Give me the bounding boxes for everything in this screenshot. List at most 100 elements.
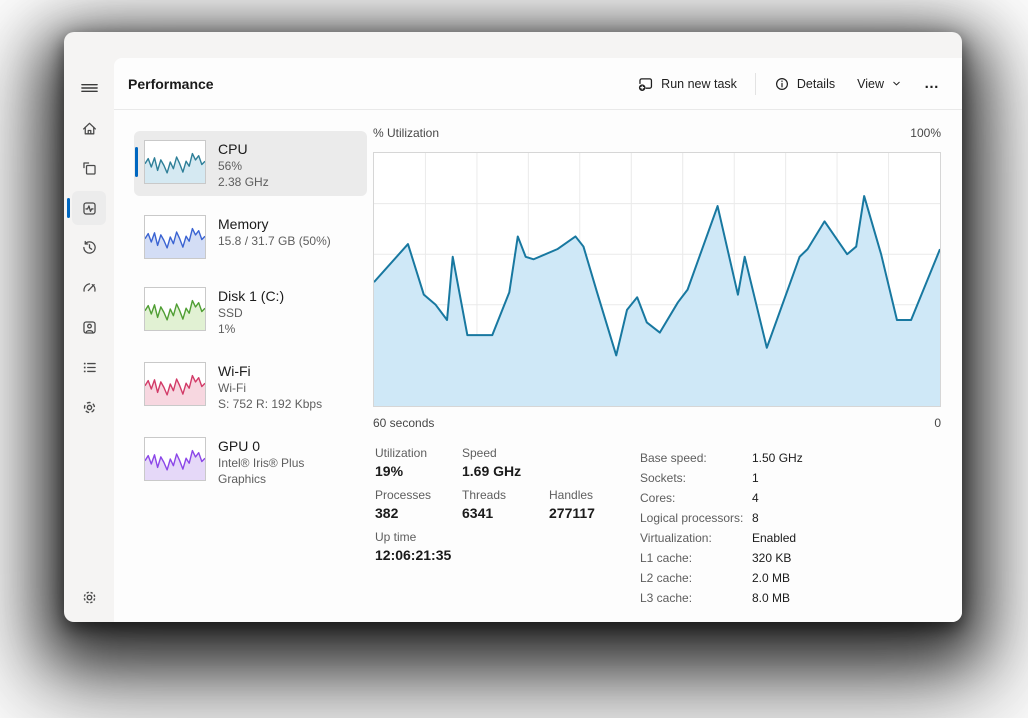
stat-value: 1.69 GHz (462, 463, 522, 479)
hamburger-menu-button[interactable] (72, 71, 106, 105)
detail-row: Sockets: 1 (640, 468, 803, 488)
stat-utilization: Utilization 19% (375, 446, 462, 479)
list-icon (81, 359, 98, 376)
sparkline-thumbnail (144, 362, 206, 406)
home-icon (81, 120, 98, 137)
chart-x-label: 60 seconds (373, 416, 435, 430)
stat-label: Utilization (375, 446, 428, 460)
detail-row: L3 cache: 8.0 MB (640, 588, 803, 608)
perf-item-subtitle: Intel® Iris® Plus Graphics (218, 456, 305, 486)
toolbar: Run new task Details View (627, 68, 962, 99)
detail-row: L2 cache: 2.0 MB (640, 568, 803, 588)
run-new-task-label: Run new task (661, 76, 737, 91)
details-button[interactable]: Details (764, 69, 845, 99)
perf-item-disk[interactable]: Disk 1 (C:) SSD 1% (134, 278, 367, 343)
detail-row: Cores: 4 (640, 488, 803, 508)
stat-label: Threads (462, 488, 507, 502)
perf-item-subtitle: 15.8 / 31.7 GB (50%) (218, 234, 331, 248)
detail-row: Virtualization: Enabled (640, 528, 803, 548)
selection-accent-pill (135, 147, 138, 177)
ellipsis-icon: … (924, 75, 940, 92)
history-clock-icon (81, 239, 98, 256)
detail-value: 8 (752, 511, 759, 525)
chart-footer: 60 seconds 0 (373, 416, 941, 430)
detail-label: Cores: (640, 491, 676, 505)
page-header: Performance Run new task (114, 58, 962, 110)
chart-header: % Utilization 100% (373, 126, 941, 140)
processes-icon (81, 160, 98, 177)
sparkline-thumbnail (144, 215, 206, 259)
stat-speed: Speed 1.69 GHz (462, 446, 549, 479)
detail-value: 2.0 MB (752, 571, 791, 585)
stat-up-time: Up time 12:06:21:35 (375, 530, 462, 563)
sidebar-item-startup-apps[interactable] (72, 270, 106, 304)
detail-label: Base speed: (640, 451, 707, 465)
perf-item-title: CPU (218, 141, 248, 157)
chart-title: % Utilization (373, 126, 440, 140)
gear-icon (81, 589, 98, 606)
toolbar-separator (754, 72, 756, 95)
sidebar-item-home[interactable] (72, 111, 106, 145)
detail-row: Base speed: 1.50 GHz (640, 448, 803, 468)
sidebar-item-performance[interactable] (67, 191, 106, 225)
perf-item-subtitle: SSD 1% (218, 306, 243, 336)
chart-y-min-label: 0 (934, 416, 941, 430)
stat-handles: Handles 277117 (549, 488, 636, 521)
stat-row: Utilization 19% Speed 1.69 GHz (375, 446, 636, 479)
perf-item-title: Wi-Fi (218, 363, 251, 379)
detail-value: 4 (752, 491, 759, 505)
hamburger-icon (80, 80, 99, 96)
perf-item-subtitle: Wi-Fi S: 752 R: 192 Kbps (218, 381, 323, 411)
view-label: View (857, 76, 884, 91)
sidebar-item-users[interactable] (72, 310, 106, 344)
view-button[interactable]: View (847, 70, 912, 98)
perf-item-gpu[interactable]: GPU 0 Intel® Iris® Plus Graphics (134, 428, 367, 493)
detail-value: 1.50 GHz (752, 451, 803, 465)
gauge-icon (81, 279, 98, 296)
perf-item-wifi[interactable]: Wi-Fi Wi-Fi S: 752 R: 192 Kbps (134, 353, 367, 418)
perf-item-cpu[interactable]: CPU 56% 2.38 GHz (134, 131, 367, 196)
stat-processes: Processes 382 (375, 488, 462, 521)
stat-label: Handles (549, 488, 594, 502)
utilization-chart (373, 152, 941, 407)
detail-value: 1 (752, 471, 759, 485)
sidebar-item-app-history[interactable] (72, 230, 106, 264)
sidebar-item-processes[interactable] (72, 151, 106, 185)
settings-button[interactable] (72, 580, 106, 614)
perf-item-title: Memory (218, 216, 269, 232)
stat-label: Processes (375, 488, 432, 502)
sidebar-item-services[interactable] (72, 390, 106, 424)
details-label: Details (796, 76, 836, 91)
stat-value: 277117 (549, 505, 595, 521)
run-new-task-button[interactable]: Run new task (627, 68, 747, 99)
sparkline-thumbnail (144, 437, 206, 481)
sparkline-thumbnail (144, 287, 206, 331)
sidebar (64, 32, 114, 622)
stat-row: Up time 12:06:21:35 (375, 530, 636, 563)
sparkline-thumbnail (144, 140, 206, 184)
detail-value: 8.0 MB (752, 591, 791, 605)
chevron-down-icon (891, 78, 902, 89)
stat-label: Up time (375, 530, 417, 544)
detail-label: Logical processors: (640, 511, 744, 525)
more-options-button[interactable]: … (914, 68, 950, 99)
services-cog-icon (81, 399, 98, 416)
content-card: Performance Run new task (114, 58, 962, 622)
cpu-chart-pane: % Utilization 100% 60 seconds 0 Utilizat… (373, 58, 941, 622)
detail-row: Logical processors: 8 (640, 508, 803, 528)
performance-list: CPU 56% 2.38 GHz Memory 15.8 / 31.7 GB (5… (134, 131, 367, 503)
detail-label: L3 cache: (640, 591, 693, 605)
perf-item-memory[interactable]: Memory 15.8 / 31.7 GB (50%) (134, 206, 367, 268)
stat-value: 382 (375, 505, 399, 521)
page-title: Performance (128, 75, 214, 92)
detail-value: Enabled (752, 531, 797, 545)
user-badge-icon (81, 319, 98, 336)
sidebar-item-details[interactable] (72, 350, 106, 384)
chart-y-max-label: 100% (910, 126, 941, 140)
perf-item-title: Disk 1 (C:) (218, 288, 285, 304)
detail-label: L1 cache: (640, 551, 693, 565)
stat-value: 6341 (462, 505, 494, 521)
stat-value: 19% (375, 463, 404, 479)
stat-value: 12:06:21:35 (375, 547, 452, 563)
performance-icon (81, 200, 98, 217)
